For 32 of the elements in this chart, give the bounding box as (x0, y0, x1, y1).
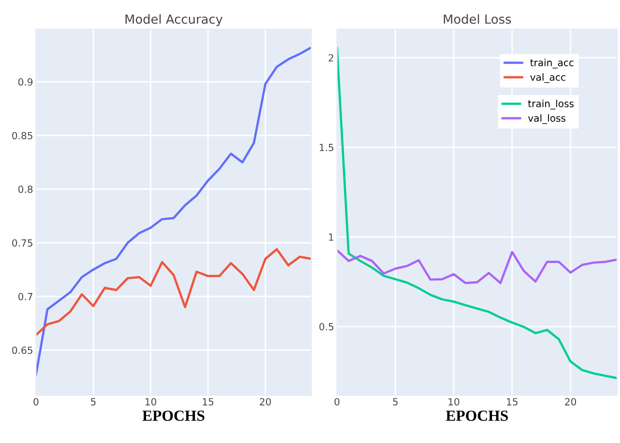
legend-label: train_acc (530, 58, 574, 68)
y-tick-label: 0.9 (18, 78, 32, 86)
x-tick-label: 5 (90, 398, 96, 406)
chart-title: Model Accuracy (126, 14, 223, 26)
line-series (36, 248, 312, 336)
x-tick-label: 0 (334, 398, 340, 406)
y-tick-label: 2 (328, 54, 334, 62)
x-tick-label: 10 (146, 398, 156, 406)
chart-title: Model Loss (444, 14, 511, 24)
x-tick-label: 20 (260, 398, 271, 406)
legend-label: val_loss (528, 114, 566, 124)
line-series (36, 46, 312, 376)
legend-label: train_loss (528, 100, 574, 110)
y-tick-label: 0.8 (18, 186, 33, 193)
y-tick-label: 0.75 (12, 239, 32, 247)
y-tick-label: 1 (329, 234, 334, 241)
x-tick-label: 10 (448, 398, 460, 406)
legend-label: val_acc (530, 73, 566, 83)
y-tick-label: 0.5 (319, 323, 334, 330)
y-tick-label: 0.65 (12, 346, 32, 354)
x-axis-title: EPOCHS (142, 410, 204, 421)
x-tick-label: 15 (507, 398, 518, 406)
y-tick-label: 0.7 (18, 292, 32, 300)
x-tick-label: 5 (393, 398, 398, 406)
line-series (336, 249, 618, 284)
line-series (336, 46, 618, 380)
y-tick-label: 1.5 (320, 144, 334, 152)
x-tick-label: 20 (565, 398, 576, 406)
x-tick-label: 0 (34, 398, 38, 406)
y-tick-label: 0.85 (12, 132, 32, 140)
x-tick-label: 15 (202, 398, 214, 406)
x-axis-title: EPOCHS (446, 410, 508, 421)
